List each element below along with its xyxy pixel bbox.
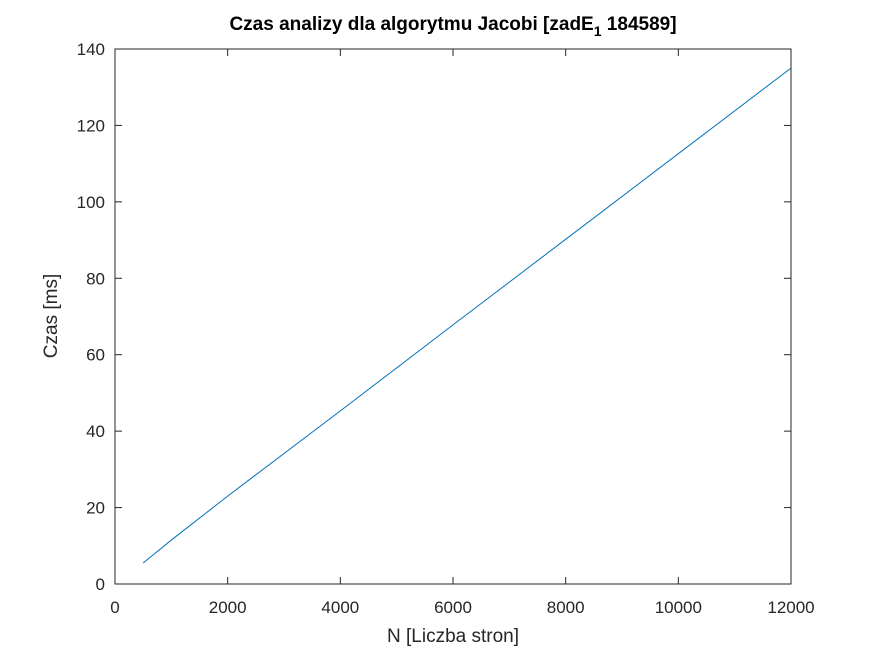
x-tick-label: 2000	[209, 598, 247, 617]
y-tick-label: 40	[86, 422, 105, 441]
series-layer	[142, 67, 792, 564]
axes-background	[115, 49, 791, 584]
y-tick-label: 100	[77, 193, 105, 212]
y-tick-label: 20	[86, 499, 105, 518]
x-tick-label: 10000	[655, 598, 702, 617]
x-tick-label: 6000	[434, 598, 472, 617]
axes-box	[114, 48, 792, 585]
series-line	[142, 67, 792, 564]
y-tick-label: 80	[86, 269, 105, 288]
ticks-layer: 0 2000 4000 6000 8000 10000 12000 0 20 40 60 80 100 1…	[77, 40, 815, 617]
y-tick-label: 0	[96, 575, 105, 594]
chart-title: Czas analizy dla algorytmu Jacobi [zadE1…	[229, 14, 676, 39]
x-tick-label: 0	[110, 598, 119, 617]
y-tick-label: 120	[77, 116, 105, 135]
chart-title-subscript: 1	[594, 23, 602, 39]
x-tick-label: 8000	[547, 598, 585, 617]
y-axis-label: Czas [ms]	[41, 274, 62, 358]
x-tick-label: 12000	[767, 598, 814, 617]
y-tick-label: 140	[77, 40, 105, 59]
x-tick-label: 4000	[321, 598, 359, 617]
x-axis-label: N [Liczba stron]	[387, 626, 519, 647]
y-tick-label: 60	[86, 346, 105, 365]
